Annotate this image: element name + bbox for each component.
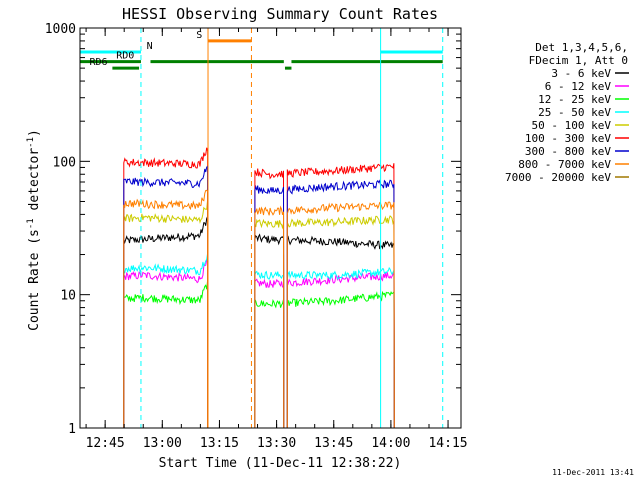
series-2-segment-0 (123, 280, 209, 428)
flag-label-s: S (196, 30, 202, 41)
series-layer (123, 147, 395, 429)
series-0-segment-2 (286, 235, 395, 429)
legend-entry-5: 100 - 300 keV (525, 132, 611, 145)
flag-label-rd6: RD6 (90, 57, 108, 68)
series-6-segment-2 (286, 179, 395, 429)
series-4 (123, 199, 395, 429)
series-0-segment-1 (254, 233, 285, 429)
legend-entry-1: 6 - 12 keV (545, 80, 612, 93)
series-5-segment-0 (123, 147, 209, 428)
y-axis-label-mid: detector (27, 148, 42, 219)
x-tick-label-1: 13:00 (143, 436, 182, 451)
chart-title: HESSI Observing Summary Count Rates (122, 5, 438, 23)
y-tick-label-3: 1000 (45, 22, 76, 37)
flag-label-rd0: RD0 (116, 51, 134, 62)
x-tick-label-5: 14:00 (371, 436, 410, 451)
legend-entry-0: 3 - 6 keV (551, 67, 611, 80)
plot-frame (79, 27, 462, 429)
x-tick-label-0: 12:45 (86, 436, 125, 451)
series-5 (123, 147, 395, 429)
series-1-segment-0 (123, 259, 209, 428)
series-1-segment-1 (254, 278, 285, 429)
x-tick-label-4: 13:45 (314, 436, 353, 451)
series-0-segment-0 (123, 216, 209, 428)
series-6-segment-0 (123, 164, 209, 428)
x-axis: 12:45 13:00 13:15 13:30 13:45 14:00 14:15 (86, 28, 468, 451)
y-axis: 1 10 100 1000 (45, 22, 461, 437)
flag-label-n: N (147, 41, 153, 52)
series-7-segment-1 (254, 205, 285, 429)
legend-header-1: Det 1,3,4,5,6, (535, 41, 628, 54)
footer-timestamp: 11-Dec-2011 13:41 (552, 468, 634, 477)
legend-entry-2: 12 - 25 keV (538, 93, 611, 106)
legend-entry-7: 800 - 7000 keV (518, 158, 611, 171)
series-7-segment-0 (123, 189, 209, 428)
series-4-segment-0 (123, 199, 209, 428)
y-axis-label-main: Count Rate (s (27, 229, 42, 331)
series-2-segment-2 (286, 290, 395, 429)
series-5-segment-2 (286, 163, 395, 429)
legend-entry-8: 7000 - 20000 keV (505, 171, 611, 184)
flag-bars: N S RD0 RD6 (80, 30, 443, 70)
series-5-segment-1 (254, 168, 285, 429)
series-3-segment-0 (123, 253, 209, 428)
x-tick-label-2: 13:15 (200, 436, 239, 451)
series-6-segment-1 (254, 184, 285, 429)
x-tick-label-3: 13:30 (257, 436, 296, 451)
y-tick-label-0: 1 (68, 422, 76, 437)
legend-header-2: FDecim 1, Att 0 (529, 54, 628, 67)
series-3-segment-2 (286, 266, 395, 429)
series-3-segment-1 (254, 270, 285, 429)
series-0 (123, 216, 395, 429)
legend-entry-4: 50 - 100 keV (532, 119, 612, 132)
y-tick-label-2: 100 (53, 155, 76, 170)
plot-area: N S RD0 RD6 (79, 28, 444, 429)
series-4-segment-1 (254, 218, 285, 429)
series-6 (123, 164, 395, 429)
y-tick-label-1: 10 (60, 289, 76, 304)
y-axis-label-sup1: -1 (26, 218, 36, 229)
series-3 (123, 253, 395, 429)
legend-entry-3: 25 - 50 keV (538, 106, 611, 119)
series-4-segment-2 (286, 215, 395, 429)
series-7-segment-2 (286, 201, 395, 429)
x-axis-label: Start Time (11-Dec-11 12:38:22) (159, 456, 402, 471)
legend-entry-6: 300 - 800 keV (525, 145, 611, 158)
y-axis-label: Count Rate (s-1 detector-1) (26, 129, 42, 331)
x-tick-label-6: 14:15 (428, 436, 467, 451)
legend: Det 1,3,4,5,6, FDecim 1, Att 0 3 - 6 keV… (505, 41, 629, 184)
series-7 (123, 189, 395, 429)
y-axis-label-end: ) (27, 129, 42, 137)
series-2 (123, 280, 395, 429)
series-2-segment-1 (254, 299, 285, 429)
y-axis-label-sup2: -1 (26, 137, 36, 148)
